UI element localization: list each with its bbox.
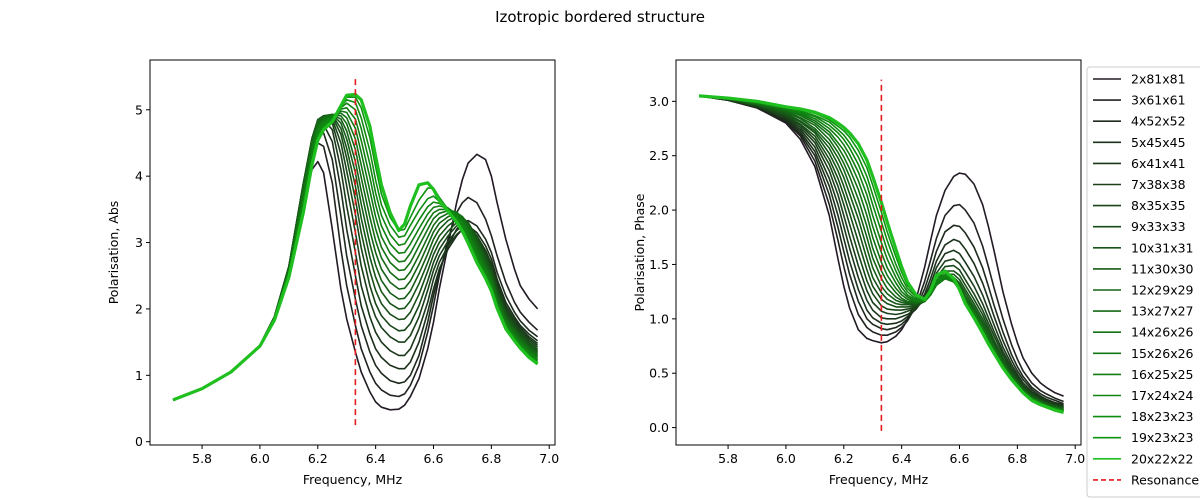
phase-series-5x45x45 [698, 95, 1064, 406]
legend: 2x81x81 3x61x61 4x52x52 5x45x45 6x41x41 7x38x… [1086, 66, 1200, 498]
phase-x-axis-label: Frequency, MHz [829, 472, 929, 487]
legend-label: 9x33x33 [1131, 219, 1186, 234]
legend-label: 2x81x81 [1131, 72, 1186, 87]
abs-subplot: 5.8 6.0 6.2 6.4 6.6 6.8 7.0 0 1 2 3 4 5 Frequency, MH… [106, 59, 559, 487]
abs-xtick-label: 6.0 [250, 451, 270, 466]
phase-xtick-label: 6.4 [892, 451, 912, 466]
legend-label: 18x23x23 [1131, 409, 1194, 424]
legend-label: 4x52x52 [1131, 114, 1186, 129]
abs-xtick-label: 6.6 [424, 451, 444, 466]
legend-label: 10x31x31 [1131, 240, 1194, 255]
phase-xtick-label: 7.0 [1065, 451, 1085, 466]
legend-box [1086, 66, 1200, 498]
phase-ytick-label: 2.5 [649, 148, 669, 163]
phase-series-2x81x81 [698, 95, 1064, 397]
abs-xtick-label: 6.2 [308, 451, 328, 466]
legend-label: 14x26x26 [1131, 325, 1194, 340]
abs-ytick-label: 5 [135, 102, 143, 117]
phase-ytick-label: 1.5 [649, 257, 669, 272]
abs-ytick-label: 4 [135, 169, 143, 184]
phase-xtick-label: 6.6 [950, 451, 970, 466]
legend-label: 8x35x35 [1131, 198, 1186, 213]
phase-series-20x22x22 [698, 94, 1064, 414]
phase-xtick-label: 6.2 [834, 451, 854, 466]
abs-x-axis-label: Frequency, MHz [303, 472, 403, 487]
figure-title: Izotropic bordered structure [495, 8, 705, 26]
phase-xtick-label: 6.0 [776, 451, 796, 466]
legend-label: Resonance [1131, 472, 1199, 487]
abs-xtick-label: 6.8 [481, 451, 501, 466]
phase-ytick-label: 1.0 [649, 311, 669, 326]
phase-series-4x52x52 [698, 95, 1064, 405]
abs-xtick-label: 5.8 [192, 451, 212, 466]
abs-xtick-label: 7.0 [539, 451, 559, 466]
phase-axes-frame [675, 59, 1082, 446]
phase-ytick-label: 0.5 [649, 366, 669, 381]
phase-y-axis-label: Polarisation, Phase [632, 193, 647, 311]
abs-ytick-label: 1 [135, 368, 143, 383]
legend-label: 3x61x61 [1131, 93, 1186, 108]
abs-ytick-label: 3 [135, 235, 143, 250]
abs-series-20x22x22 [172, 92, 539, 402]
abs-ytick-label: 0 [135, 434, 143, 449]
legend-label: 13x27x27 [1131, 304, 1194, 319]
phase-series-3x61x61 [698, 95, 1064, 403]
phase-xtick-label: 6.8 [1007, 451, 1027, 466]
abs-xtick-label: 6.4 [366, 451, 386, 466]
legend-label: 20x22x22 [1131, 451, 1194, 466]
legend-label: 12x29x29 [1131, 283, 1194, 298]
abs-axes-frame [149, 59, 556, 446]
legend-label: 6x41x41 [1131, 156, 1186, 171]
abs-ytick-label: 2 [135, 301, 143, 316]
phase-ytick-label: 2.0 [649, 203, 669, 218]
legend-label: 17x24x24 [1131, 388, 1194, 403]
legend-label: 5x45x45 [1131, 135, 1186, 150]
phase-ytick-label: 3.0 [649, 94, 669, 109]
phase-xtick-label: 5.8 [718, 451, 738, 466]
phase-ytick-label: 0.0 [649, 420, 669, 435]
legend-label: 16x25x25 [1131, 367, 1194, 382]
legend-label: 19x23x23 [1131, 430, 1194, 445]
legend-label: 7x38x38 [1131, 177, 1186, 192]
legend-label: 11x30x30 [1131, 261, 1194, 276]
abs-y-axis-label: Polarisation, Abs [106, 201, 121, 305]
phase-subplot: 5.8 6.0 6.2 6.4 6.6 6.8 7.0 0.0 0.5 1.0 1.5 2.0 2.5 3… [632, 59, 1085, 487]
legend-label: 15x26x26 [1131, 346, 1194, 361]
